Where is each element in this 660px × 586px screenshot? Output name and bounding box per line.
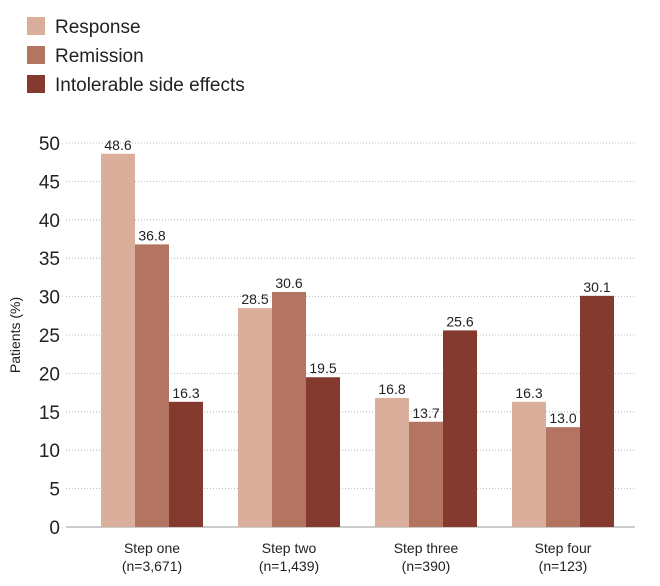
y-tick-label: 45 (39, 172, 60, 193)
x-tick-sublabel: (n=123) (539, 558, 588, 574)
bars: 48.6 36.8 16.3 28.5 30.6 19.5 16.8 13.7 25.6 16.3… (101, 137, 614, 527)
legend-label: Response (55, 17, 141, 38)
y-tick-label: 5 (49, 480, 60, 501)
x-tick-sublabel: (n=1,439) (259, 558, 319, 574)
bar (443, 330, 477, 527)
x-tick-label: Step two (262, 540, 317, 556)
x-axis-labels: Step one (n=3,671) Step two (n=1,439) Step t… (122, 540, 592, 574)
data-label: 30.6 (275, 275, 302, 291)
y-tick-label: 35 (39, 249, 60, 270)
x-tick-sublabel: (n=3,671) (122, 558, 182, 574)
data-label: 19.5 (309, 360, 336, 376)
x-tick-sublabel: (n=390) (402, 558, 451, 574)
bar (272, 291, 306, 527)
y-tick-label: 20 (39, 364, 60, 385)
y-tick-label: 40 (39, 211, 60, 232)
x-tick-label: Step four (535, 540, 592, 556)
bar (375, 397, 409, 527)
data-label: 16.3 (172, 385, 199, 401)
y-tick-label: 25 (39, 326, 60, 347)
legend-label: Intolerable side effects (55, 75, 245, 96)
data-label: 25.6 (446, 313, 473, 329)
legend: Response Remission Intolerable side effect… (27, 17, 245, 96)
y-axis-label: Patients (%) (7, 297, 23, 373)
data-label: 13.0 (549, 410, 576, 426)
data-label: 48.6 (104, 137, 131, 153)
y-tick-label: 50 (39, 134, 60, 155)
bar (238, 308, 272, 527)
bar (580, 295, 614, 527)
legend-swatch (27, 75, 45, 93)
bar (135, 244, 169, 527)
data-label: 16.8 (378, 381, 405, 397)
data-label: 36.8 (138, 227, 165, 243)
legend-label: Remission (55, 46, 144, 67)
x-tick-label: Step three (394, 540, 459, 556)
y-tick-label: 0 (49, 518, 60, 539)
bar (546, 427, 580, 527)
data-label: 16.3 (515, 385, 542, 401)
data-label: 13.7 (412, 405, 439, 421)
bar (512, 401, 546, 527)
data-label: 30.1 (583, 279, 610, 295)
data-label: 28.5 (241, 291, 268, 307)
legend-swatch (27, 46, 45, 64)
y-tick-label: 30 (39, 288, 60, 309)
y-tick-label: 15 (39, 403, 60, 424)
x-tick-label: Step one (124, 540, 180, 556)
y-tick-label: 10 (39, 441, 60, 462)
bar (409, 421, 443, 527)
bar (169, 401, 203, 527)
legend-swatch (27, 17, 45, 35)
bar (101, 153, 135, 527)
bar (306, 377, 340, 527)
